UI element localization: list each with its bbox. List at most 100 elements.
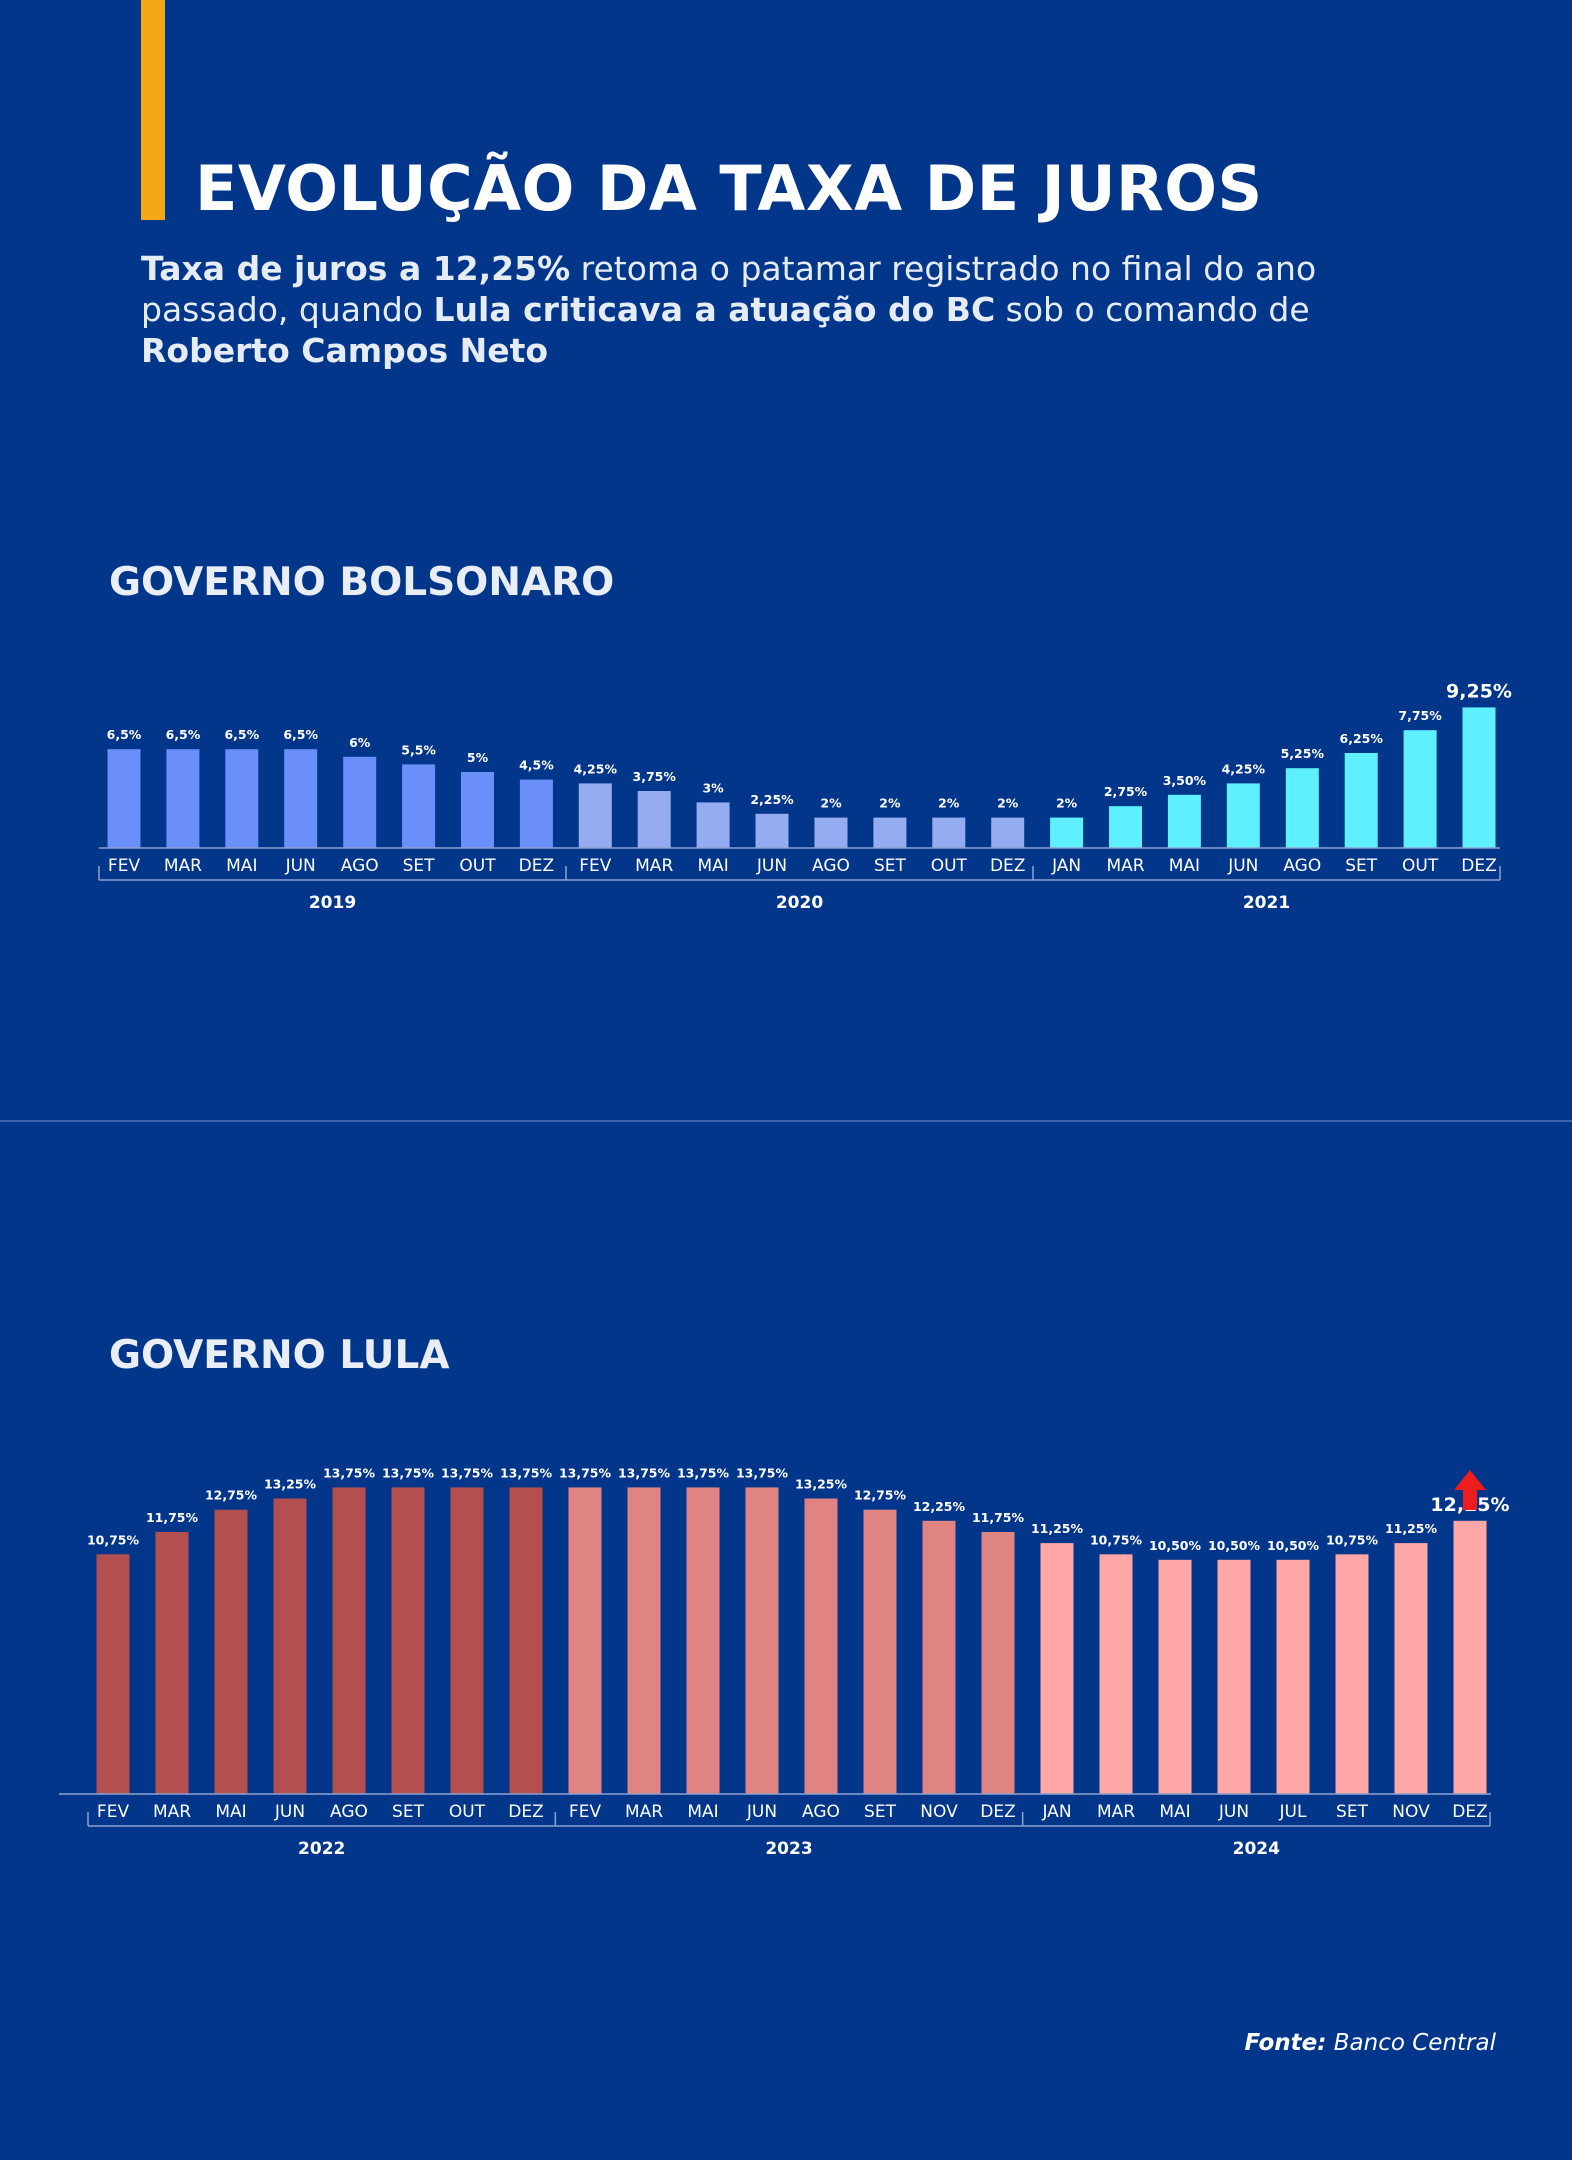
page-subtitle: Taxa de juros a 12,25% retoma o patamar … bbox=[141, 248, 1341, 371]
bar-2021-jan bbox=[1050, 817, 1084, 848]
bar-2021-mar bbox=[1109, 806, 1142, 848]
value-label: 3,50% bbox=[1163, 773, 1207, 788]
value-label: 13,75% bbox=[441, 1465, 494, 1480]
value-label: 5% bbox=[467, 750, 489, 765]
bolsonaro-section-title: GOVERNO BOLSONARO bbox=[109, 560, 615, 605]
month-tick-label: MAI bbox=[215, 1802, 246, 1822]
bar-2022-mai bbox=[214, 1509, 248, 1794]
bar-2019-mai bbox=[225, 749, 259, 848]
month-tick-label: OUT bbox=[1402, 856, 1439, 876]
value-label: 13,75% bbox=[677, 1465, 730, 1480]
value-label: 11,75% bbox=[146, 1510, 199, 1525]
value-label: 6,5% bbox=[283, 727, 318, 742]
value-label: 7,75% bbox=[1398, 708, 1442, 723]
month-tick-label: DEZ bbox=[980, 1802, 1015, 1822]
bolsonaro-chart: 6,5% FEV 6,5% MAR 6,5% MAI 6,5% JUN 6% AGO 5,5% SET… bbox=[98, 680, 1512, 913]
bar-2022-out bbox=[450, 1487, 484, 1794]
month-tick-label: MAI bbox=[1169, 856, 1200, 876]
value-label: 12,75% bbox=[854, 1488, 907, 1503]
value-label: 2,75% bbox=[1104, 784, 1148, 799]
value-label: 5,5% bbox=[401, 742, 436, 757]
month-tick-label: SET bbox=[1336, 1802, 1369, 1822]
value-label: 11,25% bbox=[1385, 1521, 1438, 1536]
value-label: 11,25% bbox=[1031, 1521, 1084, 1536]
month-tick-label: MAI bbox=[1159, 1802, 1190, 1822]
bar-2020-mai bbox=[696, 802, 730, 848]
value-label: 13,75% bbox=[736, 1465, 789, 1480]
month-tick-label: AGO bbox=[812, 856, 850, 876]
bar-2024-jan bbox=[1040, 1543, 1074, 1794]
bar-2019-out bbox=[461, 772, 494, 848]
bar-2019-jun bbox=[284, 749, 318, 848]
bar-2021-out bbox=[1403, 730, 1437, 848]
month-tick-label: AGO bbox=[330, 1802, 368, 1822]
month-tick-label: OUT bbox=[459, 856, 496, 876]
month-tick-label: SET bbox=[403, 856, 436, 876]
value-label: 4,25% bbox=[1222, 761, 1266, 776]
bar-2019-dez bbox=[519, 779, 553, 848]
bar-2023-ago bbox=[804, 1498, 838, 1794]
value-label: 10,75% bbox=[87, 1532, 140, 1547]
value-label: 10,50% bbox=[1208, 1538, 1261, 1553]
bar-2023-mar bbox=[627, 1487, 661, 1794]
month-tick-label: AGO bbox=[1283, 856, 1321, 876]
bar-2022-jun bbox=[273, 1498, 307, 1794]
bar-2021-set bbox=[1344, 753, 1378, 848]
month-tick-label: MAR bbox=[625, 1802, 663, 1822]
bar-2021-mai bbox=[1167, 794, 1201, 848]
month-tick-label: JUN bbox=[756, 856, 787, 876]
month-tick-label: JUN bbox=[274, 1802, 305, 1822]
lula-section-title: GOVERNO LULA bbox=[109, 1333, 450, 1378]
value-label: 2% bbox=[938, 796, 960, 811]
bar-2020-jun bbox=[755, 813, 789, 848]
value-label: 5,25% bbox=[1281, 746, 1325, 761]
month-tick-label: SET bbox=[874, 856, 907, 876]
value-label: 4,5% bbox=[519, 758, 554, 773]
month-tick-label: DEZ bbox=[1452, 1802, 1487, 1822]
month-tick-label: NOV bbox=[1392, 1802, 1430, 1822]
bar-2024-jul bbox=[1276, 1559, 1310, 1794]
bar-2023-jun bbox=[745, 1487, 779, 1794]
section-divider bbox=[0, 1120, 1572, 1122]
bar-2020-dez bbox=[991, 817, 1025, 848]
subtitle-highlight-rate: Taxa de juros a 12,25% bbox=[141, 249, 571, 288]
subtitle-highlight-name: Roberto Campos Neto bbox=[141, 331, 549, 370]
value-label: 10,75% bbox=[1090, 1532, 1143, 1547]
month-tick-label: MAR bbox=[1097, 1802, 1135, 1822]
value-label: 13,25% bbox=[264, 1477, 317, 1492]
month-tick-label: SET bbox=[392, 1802, 425, 1822]
value-label: 6,25% bbox=[1340, 731, 1384, 746]
month-tick-label: NOV bbox=[920, 1802, 958, 1822]
value-label: 11,75% bbox=[972, 1510, 1025, 1525]
month-tick-label: DEZ bbox=[508, 1802, 543, 1822]
month-tick-label: DEZ bbox=[1461, 856, 1496, 876]
month-tick-label: MAR bbox=[1106, 856, 1144, 876]
bar-2021-ago bbox=[1285, 768, 1319, 848]
bar-2022-mar bbox=[155, 1532, 189, 1794]
year-label: 2020 bbox=[776, 893, 823, 913]
month-tick-label: SET bbox=[1345, 856, 1378, 876]
value-label: 13,75% bbox=[618, 1465, 671, 1480]
month-tick-label: MAR bbox=[153, 1802, 191, 1822]
value-label: 9,25% bbox=[1446, 680, 1512, 702]
value-label: 2% bbox=[820, 796, 842, 811]
month-tick-label: MAI bbox=[697, 856, 728, 876]
bar-2020-ago bbox=[814, 817, 848, 848]
month-tick-label: AGO bbox=[341, 856, 379, 876]
source-text: Banco Central bbox=[1326, 2030, 1496, 2056]
year-label: 2022 bbox=[298, 1839, 345, 1859]
month-tick-label: DEZ bbox=[519, 856, 554, 876]
value-label: 3% bbox=[702, 780, 724, 795]
bar-2024-jun bbox=[1217, 1559, 1251, 1794]
value-label: 6,5% bbox=[224, 727, 259, 742]
subtitle-highlight-lula: Lula criticava a atuação do BC bbox=[433, 290, 996, 329]
bar-2020-fev bbox=[578, 783, 612, 848]
month-tick-label: OUT bbox=[449, 1802, 486, 1822]
month-tick-label: AGO bbox=[802, 1802, 840, 1822]
subtitle-text-1: retoma o patamar registrado no final do … bbox=[570, 249, 1317, 288]
month-tick-label: JUL bbox=[1279, 1802, 1307, 1822]
value-label: 4,25% bbox=[574, 761, 618, 776]
bar-2023-dez bbox=[981, 1532, 1015, 1794]
bar-2024-set bbox=[1335, 1554, 1369, 1794]
value-label: 13,75% bbox=[382, 1465, 435, 1480]
